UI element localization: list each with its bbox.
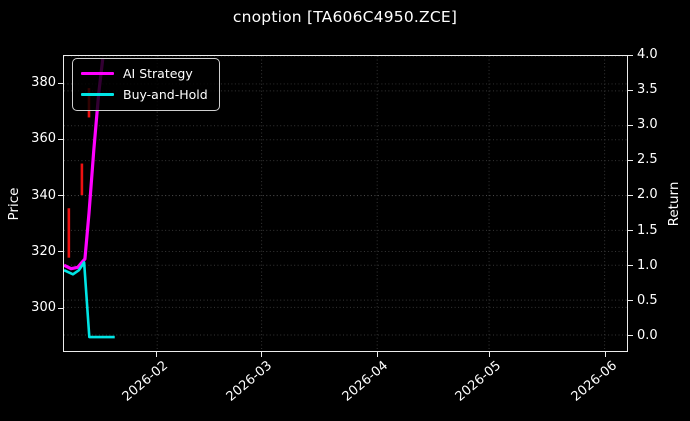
price-tick-mark — [58, 251, 63, 253]
price-tick-mark — [58, 138, 63, 140]
return-tick-label: 3.5 — [637, 82, 658, 98]
price-axis-label: Price — [6, 187, 22, 221]
legend-swatch-line — [81, 71, 114, 76]
date-tick-label: 2026-06 — [568, 358, 620, 405]
price-tick-label: 300 — [31, 300, 56, 316]
return-tick-label: 2.5 — [637, 152, 658, 168]
return-tick-mark — [628, 89, 633, 91]
return-tick-label: 4.0 — [637, 47, 658, 62]
date-tick-label: 2026-03 — [224, 358, 276, 405]
return-tick-mark — [628, 300, 633, 302]
date-tick-label: 2026-05 — [452, 358, 504, 405]
return-tick-mark — [628, 124, 633, 126]
legend-item: AI Strategy — [81, 63, 208, 84]
series-line-buy-and-hold — [64, 261, 115, 339]
legend-item: Buy-and-Hold — [81, 84, 208, 105]
price-tick-mark — [58, 195, 63, 197]
return-tick-label: 0.0 — [637, 327, 658, 343]
price-tick-mark — [58, 82, 63, 84]
chart-legend: AI Strategy Buy-and-Hold — [72, 58, 220, 111]
legend-label: Buy-and-Hold — [123, 87, 208, 102]
return-tick-label: 0.5 — [637, 292, 658, 308]
return-tick-mark — [628, 230, 633, 232]
price-tick-label: 320 — [31, 243, 56, 259]
legend-label: AI Strategy — [123, 66, 193, 81]
date-tick-mark — [156, 352, 158, 357]
date-tick-mark — [605, 352, 607, 357]
return-tick-mark — [628, 265, 633, 267]
price-tick-label: 340 — [31, 187, 56, 203]
date-tick-mark — [489, 352, 491, 357]
return-axis-label: Return — [666, 181, 682, 227]
chart-title: cnoption [TA606C4950.ZCE] — [232, 8, 458, 26]
legend-swatch-line — [81, 92, 114, 97]
return-tick-mark — [628, 54, 633, 56]
date-tick-label: 2026-04 — [340, 358, 392, 405]
return-tick-mark — [628, 194, 633, 196]
return-tick-label: 3.0 — [637, 117, 658, 133]
price-tick-label: 360 — [31, 131, 56, 147]
date-tick-mark — [376, 352, 378, 357]
return-tick-label: 2.0 — [637, 187, 658, 203]
date-tick-label: 2026-02 — [119, 358, 171, 405]
price-tick-label: 380 — [31, 75, 56, 91]
date-tick-mark — [260, 352, 262, 357]
plot-area: AI Strategy Buy-and-Hold — [63, 55, 628, 352]
return-tick-mark — [628, 159, 633, 161]
return-tick-label: 1.5 — [637, 222, 658, 238]
price-tick-mark — [58, 307, 63, 309]
return-tick-label: 1.0 — [637, 257, 658, 273]
return-tick-mark — [628, 335, 633, 337]
